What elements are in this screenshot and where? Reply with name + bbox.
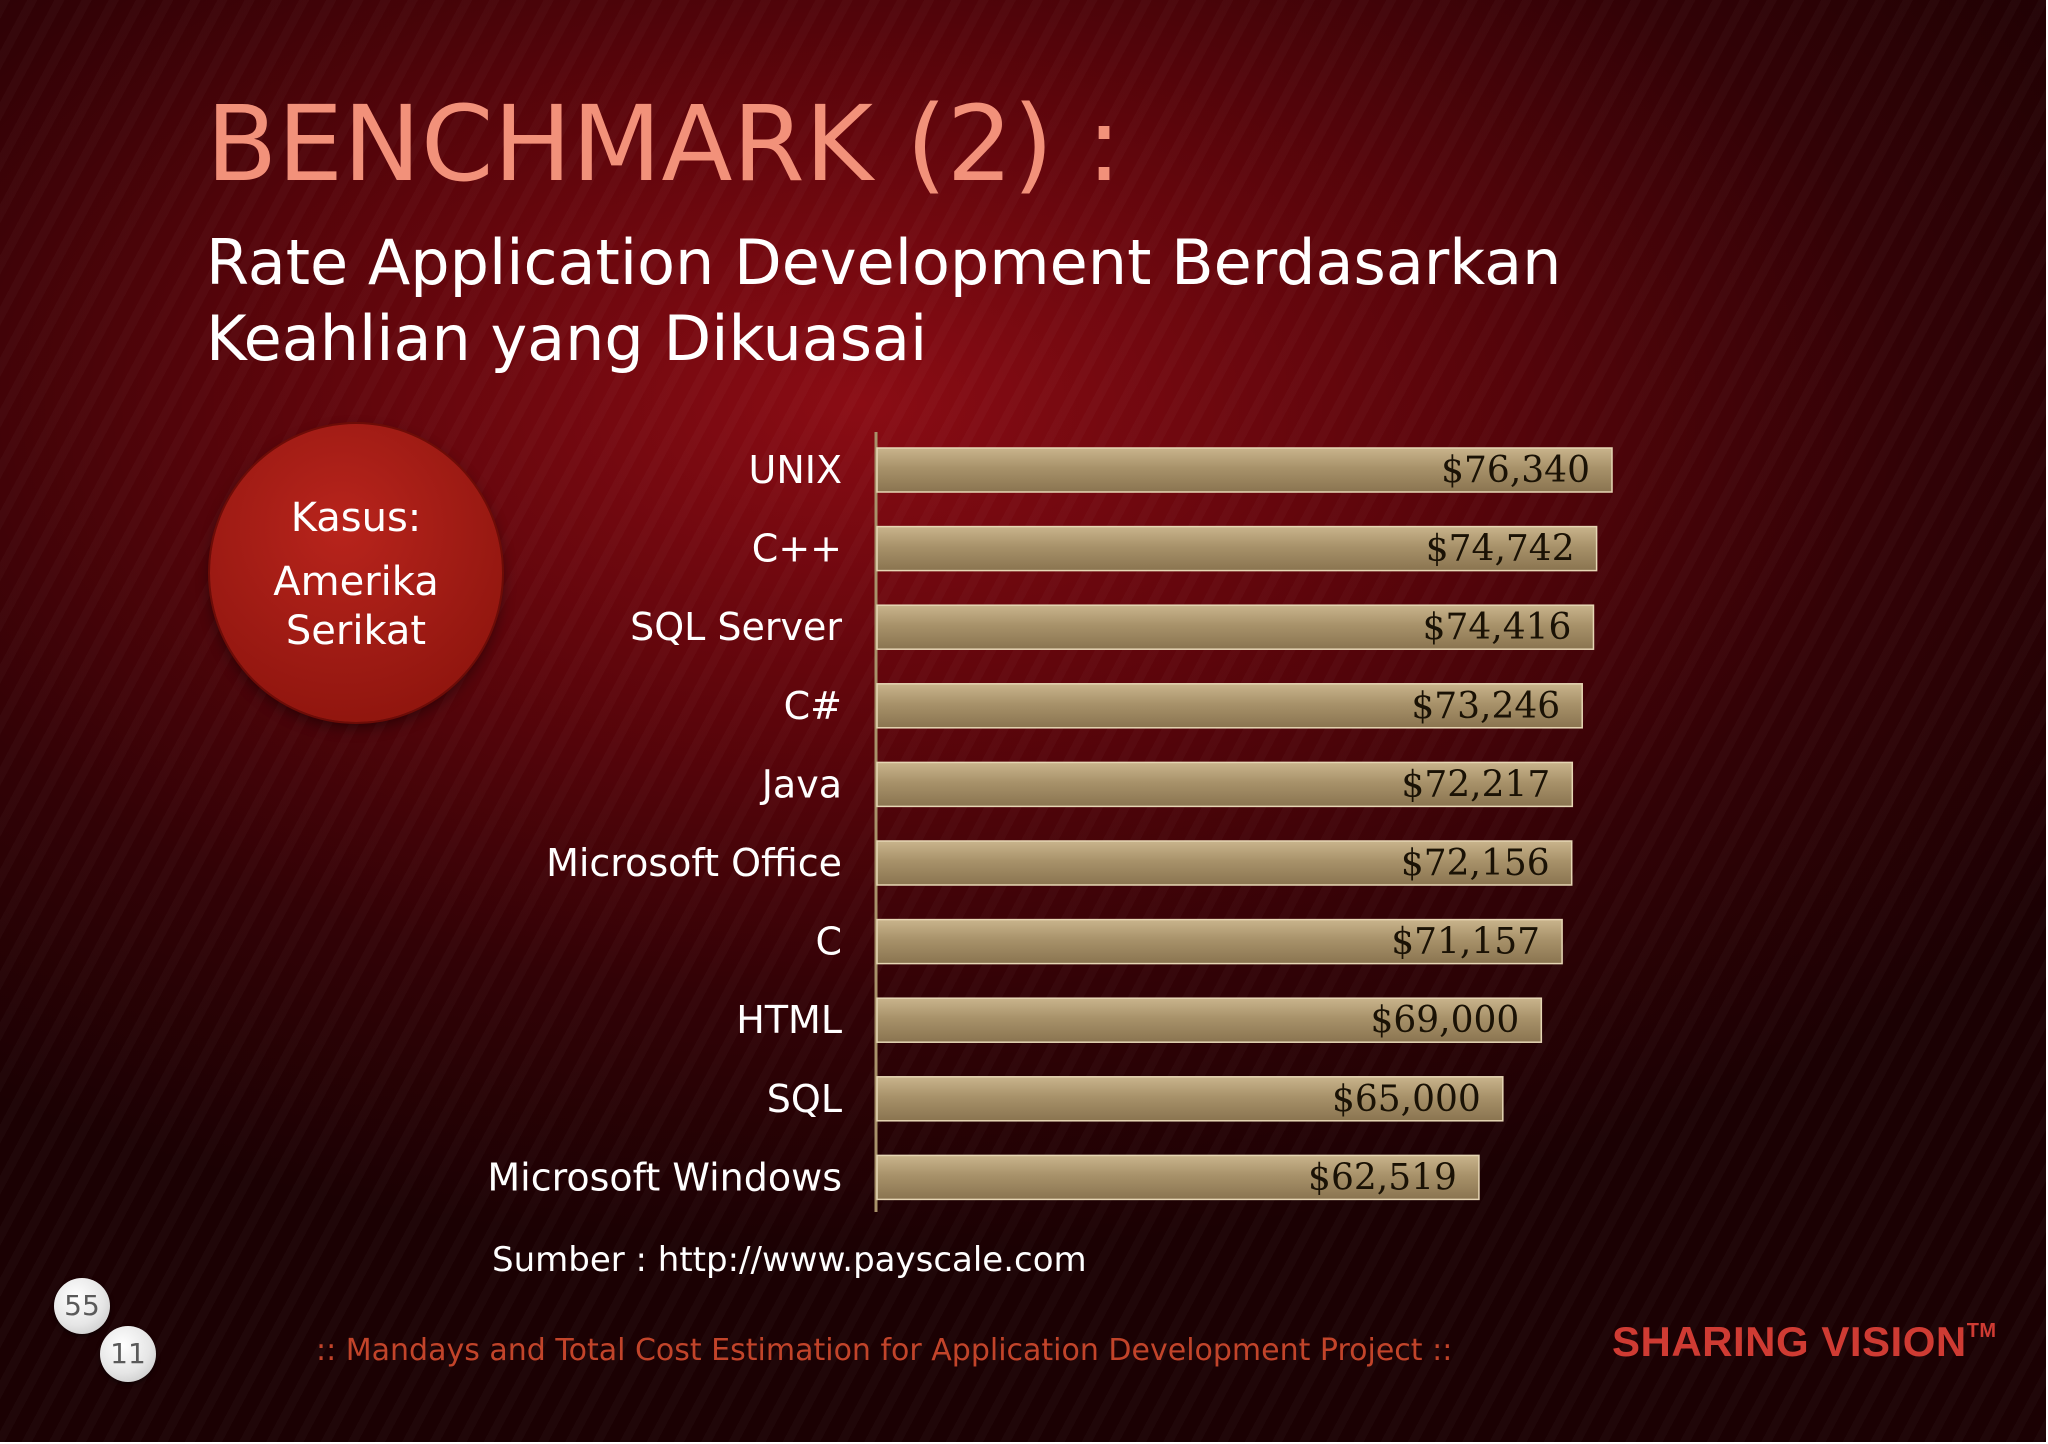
bar <box>876 683 1583 729</box>
case-badge-label: Kasus: <box>290 495 422 541</box>
category-label: SQL <box>767 1077 842 1121</box>
slide-subtitle-line1: Rate Application Development Berdasarkan <box>206 226 1562 299</box>
bar-series: UNIX $76,340 C++ $74,742 SQL Server $74,416 C#… <box>487 447 1613 1201</box>
category-label: HTML <box>736 998 842 1042</box>
category-label: SQL Server <box>630 605 842 649</box>
brand-trademark: TM <box>1966 1320 1997 1342</box>
category-label: C++ <box>752 527 842 571</box>
case-badge: Kasus: Amerika Serikat <box>210 424 502 722</box>
brand-name: SHARING VISION <box>1612 1318 1967 1365</box>
bar-value-label: $74,416 <box>1423 607 1572 648</box>
bar-value-label: $73,246 <box>1411 686 1560 727</box>
slide-subtitle-line2: Keahlian yang Dikuasai <box>206 302 928 375</box>
category-label: C# <box>784 684 842 728</box>
bar <box>876 604 1595 650</box>
bar-value-label: $71,157 <box>1391 922 1540 963</box>
bar-value-label: $62,519 <box>1308 1157 1457 1198</box>
bar-value-label: $72,156 <box>1401 843 1550 884</box>
case-badge-country-line1: Amerika <box>273 559 439 605</box>
category-label: Java <box>760 762 842 806</box>
case-badge-country-line2: Serikat <box>285 608 427 654</box>
bar <box>876 525 1598 572</box>
source-citation: Sumber : http://www.payscale.com <box>492 1240 1087 1280</box>
footer-text: :: Mandays and Total Cost Estimation for… <box>316 1333 1453 1368</box>
category-label: C <box>815 920 842 964</box>
slide-title: BENCHMARK (2) : <box>206 83 1122 205</box>
bar-value-label: $72,217 <box>1401 764 1550 805</box>
category-label: UNIX <box>749 448 842 492</box>
category-label: Microsoft Windows <box>487 1155 842 1199</box>
bar <box>876 1154 1480 1201</box>
bar <box>876 918 1563 965</box>
page-badge-1: 55 <box>54 1278 110 1334</box>
bar-value-label: $69,000 <box>1370 1000 1519 1041</box>
bar <box>876 997 1543 1043</box>
brand-logo: SHARING VISIONTM <box>1612 1318 1997 1366</box>
bar <box>876 840 1573 886</box>
category-label: Microsoft Office <box>546 841 842 885</box>
bar <box>876 761 1574 808</box>
bar-value-label: $65,000 <box>1332 1079 1481 1120</box>
bar <box>876 447 1613 493</box>
bar-value-label: $74,742 <box>1426 529 1575 570</box>
bar <box>876 1076 1504 1122</box>
page-badge-2: 11 <box>100 1326 156 1382</box>
bar-value-label: $76,340 <box>1441 450 1590 491</box>
